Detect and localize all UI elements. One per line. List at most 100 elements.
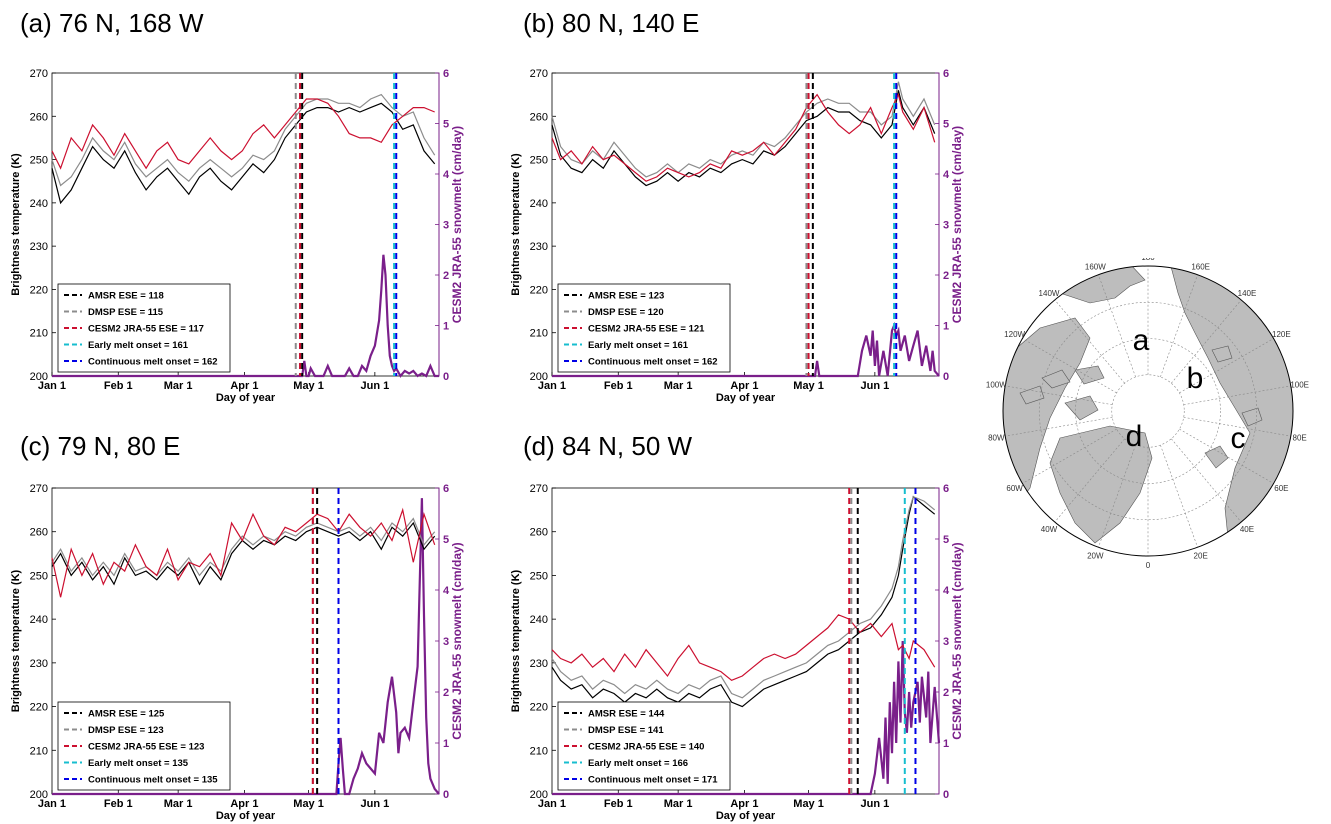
y-axis-label-c: Brightness temperature (K) (10, 569, 22, 712)
y2tick-label-d: 4 (943, 585, 950, 597)
ytick-label-b: 200 (530, 371, 548, 383)
xtick-label-b: Jan 1 (538, 380, 566, 392)
y2tick-label-b: 2 (943, 270, 949, 282)
y2tick-label-a: 1 (443, 321, 449, 333)
y2tick-label-b: 6 (943, 68, 949, 80)
legend-label-c-3: Early melt onset = 135 (88, 758, 189, 769)
longitude-label-6: 60E (1274, 484, 1288, 493)
ytick-label-b: 220 (530, 284, 548, 296)
legend-label-a-0: AMSR ESE = 118 (88, 291, 164, 302)
ytick-label-a: 200 (30, 371, 48, 383)
xtick-label-b: Feb 1 (604, 380, 633, 392)
series-line-cesm2-jra-55-d (551, 614, 936, 681)
longitude-label-12: 60W (1006, 484, 1023, 493)
ytick-label-c: 270 (30, 483, 48, 495)
ytick-label-b: 260 (530, 111, 548, 123)
xtick-label-d: Jun 1 (860, 798, 889, 810)
legend-label-c-1: DMSP ESE = 123 (88, 725, 164, 736)
legend-label-b-1: DMSP ESE = 120 (588, 307, 664, 318)
y-axis-label-a: Brightness temperature (K) (10, 153, 22, 296)
xtick-label-d: May 1 (793, 798, 824, 810)
legend-label-d-1: DMSP ESE = 141 (588, 725, 664, 736)
legend-box-d (557, 701, 731, 791)
xtick-label-d: Feb 1 (604, 798, 633, 810)
y2-axis-label-a: CESM2 JRA-55 snowmelt (cm/day) (450, 126, 464, 323)
series-line-snowmelt-c (52, 498, 440, 796)
y2tick-label-a: 6 (443, 68, 449, 80)
legend-label-d-4: Continuous melt onset = 171 (588, 775, 718, 786)
ytick-label-d: 210 (530, 745, 548, 757)
xtick-label-a: Jan 1 (38, 380, 66, 392)
y2tick-label-d: 0 (943, 789, 949, 801)
ytick-label-a: 220 (30, 284, 48, 296)
series-line-snowmelt-d (552, 640, 941, 796)
xtick-label-b: Jun 1 (860, 380, 889, 392)
series-line-amsr-d (551, 495, 936, 708)
series-line-dmsp-a (51, 93, 436, 187)
y2tick-label-b: 4 (943, 169, 950, 181)
y2tick-label-d: 2 (943, 687, 949, 699)
series-line-amsr-a (51, 102, 436, 205)
ytick-label-c: 260 (30, 527, 48, 539)
land-island-4 (1019, 385, 1045, 405)
longitude-label-0: 180 (1141, 258, 1155, 262)
y2tick-label-d: 3 (943, 636, 949, 648)
land-island-2 (1041, 369, 1071, 389)
xtick-label-c: Jan 1 (38, 798, 66, 810)
ytick-label-a: 210 (30, 328, 48, 340)
y2tick-label-b: 3 (943, 220, 949, 232)
y2tick-label-c: 0 (443, 789, 449, 801)
ytick-label-b: 240 (530, 198, 548, 210)
xtick-label-a: Feb 1 (104, 380, 133, 392)
longitude-label-17: 160W (1085, 262, 1106, 271)
y2tick-label-d: 5 (943, 534, 949, 546)
chart-panel-c: 200 210 220 230 240 250 260 270 0 1 2 3 4 5 6 Jan 1 Feb … (10, 483, 464, 822)
series-line-dmsp-b (551, 81, 936, 178)
land-north-america (1003, 317, 1091, 509)
series-line-amsr-b (551, 90, 936, 187)
longitude-label-10: 20W (1087, 552, 1104, 561)
series-line-dmsp-c (51, 517, 436, 577)
x-axis-label-c: Day of year (216, 810, 276, 822)
arctic-map: 180 160E 140E 120E 100E 80E 60E 40E 20E 0 20W 40W 60… (986, 258, 1309, 568)
ytick-label-c: 210 (30, 745, 48, 757)
xtick-label-c: Feb 1 (104, 798, 133, 810)
ytick-label-b: 270 (530, 68, 548, 80)
y2tick-label-c: 5 (443, 534, 449, 546)
ytick-label-b: 210 (530, 328, 548, 340)
ytick-label-d: 240 (530, 614, 548, 626)
region-label-b: b (1187, 362, 1204, 395)
ytick-label-c: 200 (30, 789, 48, 801)
region-label-d: d (1126, 420, 1143, 453)
ytick-label-b: 230 (530, 241, 548, 253)
longitude-label-4: 100E (1290, 380, 1309, 389)
ytick-label-c: 240 (30, 614, 48, 626)
ytick-label-c: 230 (30, 658, 48, 670)
chart-panel-b: 200 210 220 230 240 250 260 270 0 1 2 3 4 5 6 Jan 1 Feb … (510, 68, 964, 404)
legend-box-b (557, 283, 731, 373)
graticule (1005, 266, 1291, 556)
legend-label-a-4: Continuous melt onset = 162 (88, 357, 218, 368)
y2tick-label-b: 5 (943, 119, 949, 131)
latitude-circle-2 (1038, 301, 1258, 521)
panel-title-d: (d) 84 N, 50 W (523, 431, 693, 461)
y2tick-label-d: 1 (943, 738, 949, 750)
legend-label-b-2: CESM2 JRA-55 ESE = 121 (588, 324, 705, 335)
legend-label-d-0: AMSR ESE = 144 (588, 709, 665, 720)
xtick-label-a: Jun 1 (360, 380, 389, 392)
ytick-label-a: 270 (30, 68, 48, 80)
series-line-dmsp-d (551, 495, 936, 699)
land-island-3 (1074, 365, 1105, 385)
land-island-1 (1064, 395, 1099, 421)
legend-label-b-0: AMSR ESE = 123 (588, 291, 664, 302)
longitude-label-16: 140W (1039, 289, 1060, 298)
y2tick-label-a: 3 (443, 220, 449, 232)
ytick-label-c: 220 (30, 702, 48, 714)
longitude-label-2: 140E (1238, 289, 1257, 298)
panel-title-c: (c) 79 N, 80 E (20, 431, 181, 461)
ytick-label-d: 270 (530, 483, 548, 495)
longitude-label-7: 40E (1240, 525, 1254, 534)
xtick-label-b: Apr 1 (730, 380, 758, 392)
longitude-label-8: 20E (1194, 552, 1208, 561)
map-border (1002, 265, 1294, 557)
